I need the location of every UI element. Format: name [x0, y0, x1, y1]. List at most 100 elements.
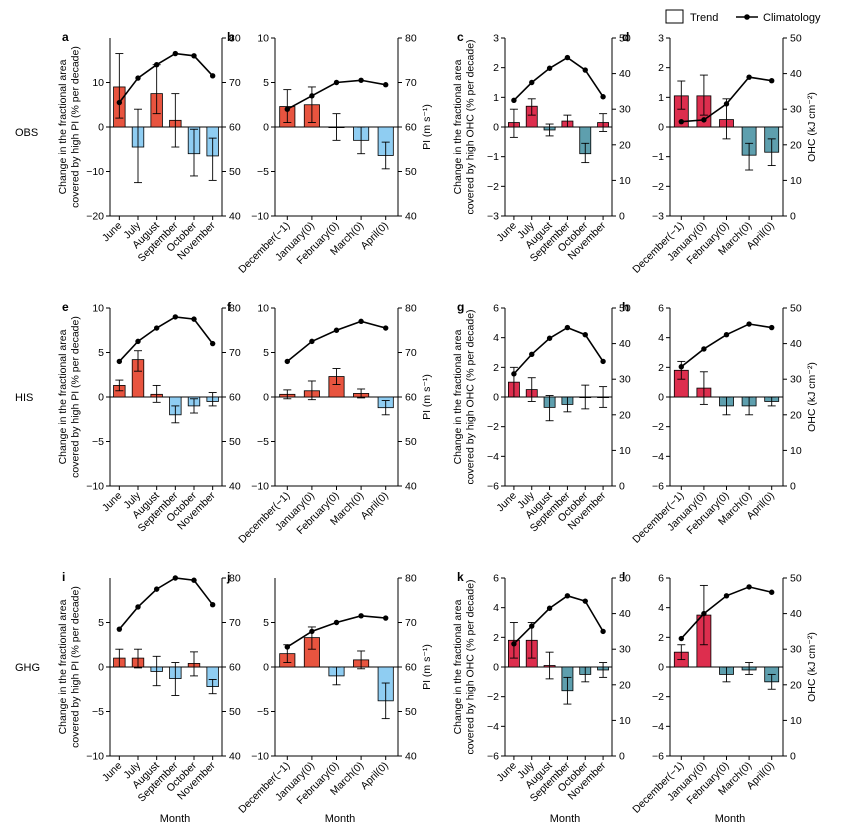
climatology-point — [173, 575, 178, 580]
climatology-point — [117, 100, 122, 105]
left-tick-label: 0 — [658, 122, 664, 134]
y-axis-title-line: Change in the fractional area — [57, 599, 69, 734]
left-tick-label: −6 — [652, 751, 664, 763]
left-tick-label: 5 — [98, 617, 104, 629]
climatology-point — [191, 578, 196, 583]
left-tick-label: 6 — [658, 573, 664, 585]
climatology-point — [511, 371, 516, 376]
left-tick-label: 0 — [98, 392, 104, 404]
left-tick-label: −2 — [652, 421, 664, 433]
right-tick-label: 0 — [619, 481, 625, 493]
left-tick-label: 0 — [493, 662, 499, 674]
left-tick-label: −2 — [487, 691, 499, 703]
climatology-point — [769, 590, 774, 595]
panel-j: j−10−5054050607080December(−1)January(0)… — [226, 570, 433, 816]
climatology-point — [565, 55, 570, 60]
right-tick-label: 0 — [619, 211, 625, 223]
climatology-point — [117, 626, 122, 631]
climatology-point — [565, 325, 570, 330]
row-label-his: HIS — [15, 392, 33, 404]
right-tick-label: 40 — [405, 481, 417, 493]
left-tick-label: 0 — [493, 122, 499, 134]
left-tick-label: −1 — [652, 151, 664, 163]
left-tick-label: −10 — [86, 166, 104, 178]
y-axis-title-line: covered by high PI (% per decade) — [70, 46, 82, 208]
right-tick-label: 20 — [790, 139, 802, 151]
x-tick-label: April(0) — [358, 490, 390, 522]
climatology-point — [135, 339, 140, 344]
right-tick-label: 30 — [790, 374, 802, 386]
left-tick-label: 10 — [92, 77, 104, 89]
left-tick-label: −10 — [251, 211, 269, 223]
right-tick-label: 10 — [790, 715, 802, 727]
right-tick-label: 40 — [790, 338, 802, 350]
y-axis-title-line: Change in the fractional area — [57, 329, 69, 464]
right-tick-label: 40 — [405, 751, 417, 763]
panel-b: b−10−505104050607080December(−1)January(… — [227, 30, 433, 276]
climatology-point — [600, 629, 605, 634]
left-tick-label: −3 — [652, 211, 664, 223]
climatology-point — [724, 593, 729, 598]
panel-k: k−6−4−2024601020304050JuneJulyAugustSept… — [452, 570, 631, 804]
y-axis-title: Change in the fractional areacovered by … — [57, 46, 82, 208]
climatology-point — [769, 78, 774, 83]
climatology-line — [287, 321, 385, 361]
right-tick-label: 50 — [405, 706, 417, 718]
figure: Trend Climatology OBS HIS GHG Month Mont… — [0, 0, 845, 829]
left-tick-label: −10 — [86, 751, 104, 763]
left-tick-label: −5 — [92, 436, 104, 448]
row-label-obs: OBS — [15, 127, 38, 139]
climatology-point — [701, 117, 706, 122]
climatology-point — [383, 615, 388, 620]
y-axis-title-line: covered by high OHC (% per decade) — [465, 309, 477, 484]
right-tick-label: 40 — [619, 608, 631, 620]
y-axis-title-line: covered by high OHC (% per decade) — [465, 579, 477, 754]
climatology-point — [511, 98, 516, 103]
left-tick-label: 0 — [98, 122, 104, 134]
right-tick-label: 60 — [405, 392, 417, 404]
row-label-ghg: GHG — [15, 662, 40, 674]
left-tick-label: 1 — [493, 92, 499, 104]
panel-e: e−10−505104050607080JuneJulyAugustSeptem… — [57, 300, 241, 534]
right-tick-label: 30 — [619, 374, 631, 386]
right-tick-label: 50 — [229, 706, 241, 718]
right-tick-label: 20 — [790, 679, 802, 691]
climatology-line — [119, 578, 212, 629]
climatology-point — [746, 321, 751, 326]
right-tick-label: 30 — [619, 104, 631, 116]
climatology-point — [679, 119, 684, 124]
climatology-point — [529, 80, 534, 85]
climatology-point — [309, 339, 314, 344]
right-tick-label: 0 — [619, 751, 625, 763]
climatology-point — [529, 623, 534, 628]
climatology-point — [679, 364, 684, 369]
panel-letter-j: j — [226, 570, 230, 584]
left-tick-label: 0 — [658, 662, 664, 674]
climatology-point — [679, 636, 684, 641]
right-tick-label: 80 — [229, 573, 241, 585]
right-tick-label: 10 — [619, 715, 631, 727]
y-axis-title: Change in the fractional areacovered by … — [57, 586, 82, 748]
climatology-line — [514, 328, 603, 374]
right-tick-label: 40 — [405, 211, 417, 223]
y-axis-title: Change in the fractional areacovered by … — [452, 39, 477, 214]
panel-letter-g: g — [457, 300, 464, 314]
left-tick-label: 4 — [658, 332, 664, 344]
climatology-line — [681, 324, 771, 367]
panel-letter-i: i — [62, 570, 65, 584]
left-tick-label: 0 — [493, 392, 499, 404]
climatology-point — [117, 359, 122, 364]
left-tick-label: 6 — [493, 303, 499, 315]
climatology-point — [210, 602, 215, 607]
climatology-point — [173, 51, 178, 56]
climatology-point — [511, 641, 516, 646]
left-tick-label: 10 — [92, 303, 104, 315]
right-tick-label: 70 — [229, 347, 241, 359]
left-tick-label: 6 — [493, 573, 499, 585]
x-tick-label: June — [100, 490, 125, 515]
x-tick-label: April(0) — [358, 760, 390, 792]
panel-l: l−6−4−2024601020304050December(−1)Januar… — [622, 570, 818, 816]
panels: a−20−100104050607080JuneJulyAugustSeptem… — [57, 30, 818, 816]
right-tick-label: 50 — [405, 436, 417, 448]
left-tick-label: −10 — [251, 751, 269, 763]
